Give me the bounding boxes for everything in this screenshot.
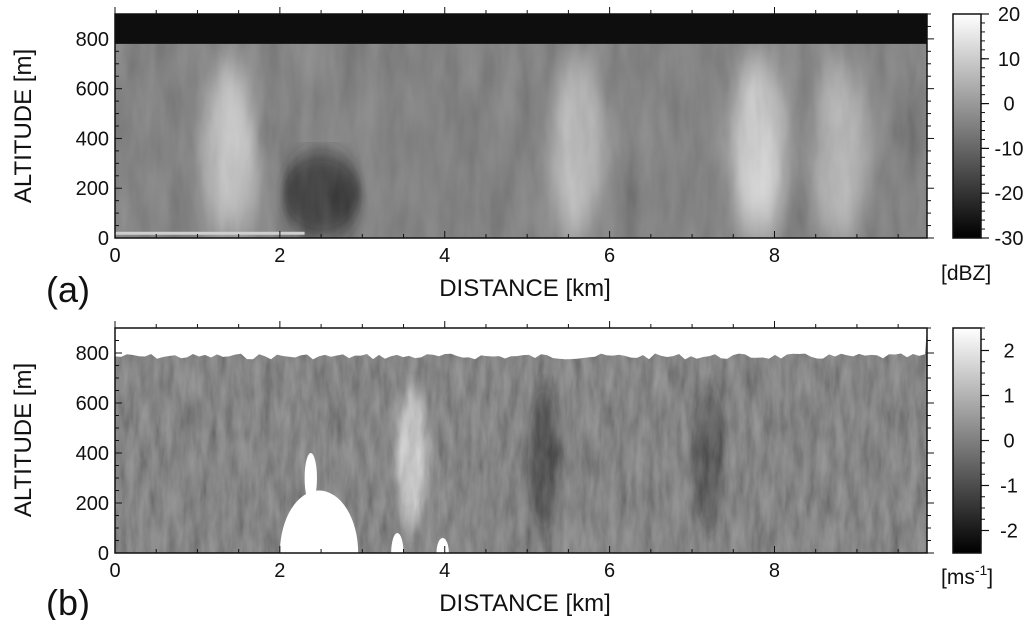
x-tick-label: 8 bbox=[769, 245, 780, 267]
y-tick-label: 0 bbox=[98, 543, 109, 565]
x-tick-label: 8 bbox=[769, 560, 780, 582]
x-tick-label: 6 bbox=[604, 560, 615, 582]
y-tick-label: 400 bbox=[76, 128, 109, 150]
x-tick-label: 2 bbox=[274, 560, 285, 582]
x-axis-a: 0 2 4 6 8 bbox=[109, 7, 899, 267]
colorbar-tick-label: 10 bbox=[998, 49, 1020, 71]
x-tick-label: 4 bbox=[439, 245, 450, 267]
colorbar-a: 20 10 0 -10 -20 -30 [dBZ] bbox=[941, 4, 1023, 285]
plot-area-a bbox=[115, 14, 927, 238]
colorbar-b: 210-1-2 [ms-1] bbox=[941, 327, 1018, 589]
y-tick-label: 400 bbox=[76, 443, 109, 465]
colorbar-unit-b: [ms-1] bbox=[941, 562, 993, 589]
colorbar-tick-label: -20 bbox=[995, 183, 1024, 205]
colorbar-unit-b-exp: -1 bbox=[975, 562, 988, 578]
y-axis-a: 0 200 400 600 800 bbox=[76, 13, 934, 250]
y-axis-b: 0 200 400 600 800 bbox=[76, 327, 934, 565]
panel-label-a: (a) bbox=[46, 269, 90, 310]
colorbar-tick-label: -1 bbox=[1000, 476, 1018, 498]
no-echo-region-top bbox=[115, 14, 927, 44]
panel-b: 0 2 4 6 8 0 200 400 600 800 DISTANCE [km] ALTITU… bbox=[10, 321, 1018, 620]
colorbar-tick-label: -10 bbox=[995, 138, 1024, 160]
velocity-texture bbox=[115, 328, 927, 553]
x-tick-label: 6 bbox=[604, 245, 615, 267]
colorbar-tick-label: 20 bbox=[998, 4, 1020, 26]
colorbar-tick-label: -2 bbox=[1000, 521, 1018, 543]
no-data-gap bbox=[391, 533, 404, 553]
no-data-gap bbox=[279, 490, 359, 553]
y-tick-label: 0 bbox=[98, 228, 109, 250]
plot-area-b bbox=[115, 328, 927, 553]
y-tick-label: 600 bbox=[76, 393, 109, 415]
colorbar-ticks-a: 20 10 0 -10 -20 -30 bbox=[981, 4, 1023, 250]
y-tick-label: 800 bbox=[76, 29, 109, 51]
colorbar-tick-label: 1 bbox=[1003, 386, 1014, 408]
x-tick-label: 0 bbox=[109, 245, 120, 267]
y-tick-label: 200 bbox=[76, 493, 109, 515]
colorbar-unit-b-close: ] bbox=[987, 566, 993, 589]
ground-clutter-line bbox=[115, 231, 305, 235]
no-data-gaps bbox=[279, 453, 449, 553]
colorbar-gradient-b bbox=[952, 327, 982, 554]
no-data-gap bbox=[436, 538, 449, 553]
x-tick-label: 0 bbox=[109, 560, 120, 582]
reflectivity-texture bbox=[115, 14, 927, 238]
colorbar-unit-b-base: [ms bbox=[941, 566, 975, 589]
colorbar-gradient-a bbox=[952, 13, 982, 239]
y-tick-label: 200 bbox=[76, 178, 109, 200]
panel-label-b: (b) bbox=[46, 582, 90, 620]
y-axis-title-a: ALTITUDE [m] bbox=[10, 49, 37, 203]
colorbar-tick-label: 0 bbox=[1003, 94, 1014, 116]
colorbar-tick-label: 2 bbox=[1003, 341, 1014, 363]
x-tick-label: 2 bbox=[274, 245, 285, 267]
colorbar-unit-a: [dBZ] bbox=[941, 262, 991, 285]
x-axis-b: 0 2 4 6 8 bbox=[109, 321, 899, 582]
x-axis-title-b: DISTANCE [km] bbox=[439, 590, 611, 617]
colorbar-tick-label: 0 bbox=[1003, 431, 1014, 453]
colorbar-ticks-b: 2 1 0 -1 -2 bbox=[981, 327, 1018, 543]
no-echo-region-top-b bbox=[115, 328, 927, 360]
colorbar-tick-label: -30 bbox=[995, 228, 1024, 250]
y-axis-title-b: ALTITUDE [m] bbox=[10, 363, 37, 517]
y-tick-label: 800 bbox=[76, 343, 109, 365]
no-data-gap bbox=[304, 453, 317, 503]
x-axis-title-a: DISTANCE [km] bbox=[439, 275, 611, 302]
y-tick-label: 600 bbox=[76, 79, 109, 101]
x-tick-label: 4 bbox=[439, 560, 450, 582]
